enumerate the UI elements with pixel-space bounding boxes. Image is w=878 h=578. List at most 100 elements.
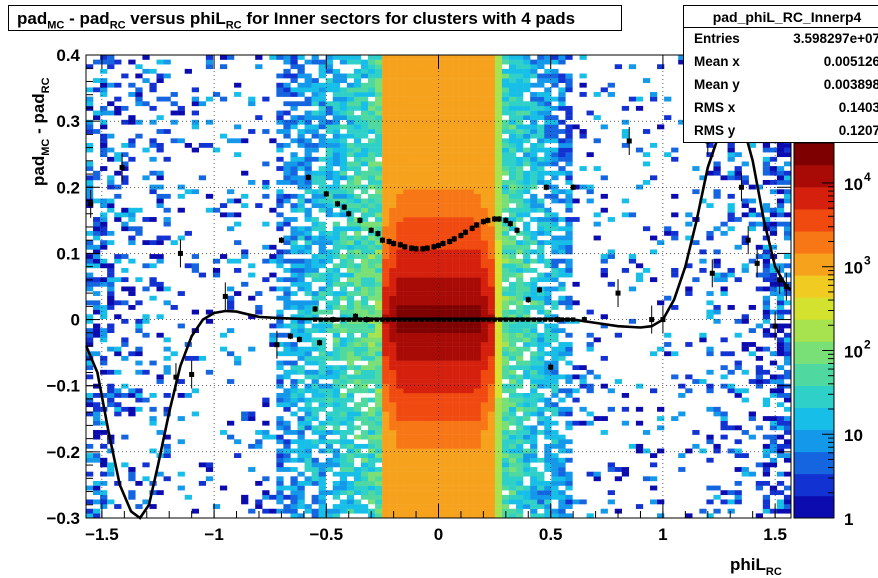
heatmap-cell bbox=[650, 351, 658, 357]
heatmap-cell bbox=[403, 291, 411, 296]
heatmap-cell bbox=[135, 351, 143, 357]
heatmap-cell bbox=[86, 193, 94, 199]
heatmap-cell bbox=[480, 240, 489, 246]
heatmap-cell bbox=[410, 115, 418, 121]
heatmap-cell bbox=[290, 351, 298, 357]
heatmap-cell bbox=[403, 277, 411, 283]
heatmap-cell bbox=[628, 286, 637, 292]
heatmap-cell bbox=[205, 318, 214, 324]
heatmap-cell bbox=[509, 337, 517, 343]
heatmap-cell bbox=[523, 494, 531, 500]
heatmap-cell bbox=[417, 388, 425, 394]
heatmap-cell bbox=[558, 235, 566, 241]
heatmap-cell bbox=[382, 267, 390, 273]
heatmap-cell bbox=[410, 448, 418, 454]
heatmap-cell bbox=[417, 286, 425, 292]
heatmap-cell bbox=[318, 309, 326, 315]
heatmap-cell bbox=[551, 355, 559, 361]
heatmap-cell bbox=[311, 277, 319, 283]
heatmap-cell bbox=[107, 180, 115, 185]
heatmap-cell bbox=[346, 448, 355, 454]
heatmap-cell bbox=[417, 425, 425, 431]
heatmap-cell bbox=[360, 119, 369, 125]
heatmap-cell bbox=[241, 281, 249, 287]
heatmap-cell bbox=[494, 513, 503, 519]
heatmap-cell bbox=[332, 420, 340, 426]
heatmap-cell bbox=[783, 499, 792, 505]
heatmap-cell bbox=[304, 152, 312, 158]
heatmap-cell bbox=[501, 346, 510, 352]
heatmap-cell bbox=[304, 110, 312, 116]
heatmap-cell bbox=[783, 351, 792, 357]
heatmap-cell bbox=[487, 379, 496, 384]
heatmap-cell bbox=[93, 235, 101, 241]
heatmap-cell bbox=[410, 291, 418, 296]
heatmap-cell bbox=[565, 124, 573, 130]
heatmap-cell bbox=[438, 198, 446, 204]
heatmap-cell bbox=[501, 332, 510, 338]
heatmap-cell bbox=[523, 82, 531, 88]
heatmap-cell bbox=[332, 96, 340, 102]
heatmap-cell bbox=[516, 166, 524, 171]
heatmap-cell bbox=[297, 490, 305, 496]
heatmap-cell bbox=[509, 170, 517, 176]
heatmap-cell bbox=[783, 337, 792, 343]
heatmap-cell bbox=[565, 198, 573, 204]
heatmap-cell bbox=[304, 402, 312, 408]
heatmap-cell bbox=[227, 434, 235, 440]
heatmap-cell bbox=[417, 494, 425, 500]
heatmap-cell bbox=[149, 420, 157, 426]
heatmap-cell bbox=[516, 430, 524, 435]
heatmap-cell bbox=[537, 124, 545, 130]
heatmap-cell bbox=[776, 342, 785, 347]
heatmap-cell bbox=[452, 230, 460, 236]
heatmap-cell bbox=[516, 142, 524, 148]
heatmap-cell bbox=[466, 175, 474, 181]
heatmap-cell bbox=[128, 388, 136, 394]
heatmap-cell bbox=[149, 68, 157, 74]
heatmap-cell bbox=[762, 471, 771, 477]
heatmap-cell bbox=[544, 402, 552, 408]
heatmap-cell bbox=[551, 365, 559, 371]
heatmap-cell bbox=[382, 406, 390, 412]
heatmap-cell bbox=[332, 457, 340, 463]
heatmap-cell bbox=[459, 105, 467, 111]
heatmap-cell bbox=[276, 180, 284, 185]
heatmap-cell bbox=[382, 221, 390, 227]
heatmap-cell bbox=[290, 383, 298, 389]
heatmap-cell bbox=[614, 332, 622, 338]
heatmap-cell bbox=[234, 82, 242, 88]
heatmap-cell bbox=[537, 342, 545, 347]
heatmap-cell bbox=[368, 365, 376, 371]
heatmap-cell bbox=[304, 281, 312, 287]
heatmap-cell bbox=[685, 388, 693, 394]
heatmap-cell bbox=[332, 138, 340, 144]
heatmap-cell bbox=[219, 254, 228, 259]
heatmap-cell bbox=[276, 434, 284, 440]
heatmap-cell bbox=[509, 379, 517, 384]
heatmap-cell bbox=[410, 397, 418, 403]
heatmap-cell bbox=[769, 388, 778, 394]
heatmap-cell bbox=[487, 147, 496, 153]
heatmap-cell bbox=[114, 193, 122, 199]
heatmap-cell bbox=[459, 462, 467, 468]
heatmap-cell bbox=[452, 221, 460, 227]
heatmap-cell bbox=[523, 365, 531, 371]
heatmap-cell bbox=[290, 504, 298, 509]
heatmap-cell bbox=[537, 129, 545, 134]
heatmap-cell bbox=[727, 272, 735, 278]
heatmap-cell bbox=[487, 499, 496, 505]
heatmap-cell bbox=[93, 78, 101, 83]
heatmap-cell bbox=[276, 147, 284, 153]
heatmap-cell bbox=[318, 87, 326, 93]
heatmap-cell bbox=[494, 55, 503, 60]
heatmap-cell bbox=[466, 73, 474, 79]
heatmap-cell bbox=[473, 277, 481, 283]
heatmap-cell bbox=[86, 166, 94, 171]
heatmap-cell bbox=[100, 480, 108, 486]
heatmap-cell bbox=[558, 101, 566, 107]
heatmap-cell bbox=[424, 105, 432, 111]
heatmap-cell bbox=[403, 258, 411, 264]
heatmap-cell bbox=[339, 499, 348, 505]
heatmap-cell bbox=[156, 73, 164, 79]
